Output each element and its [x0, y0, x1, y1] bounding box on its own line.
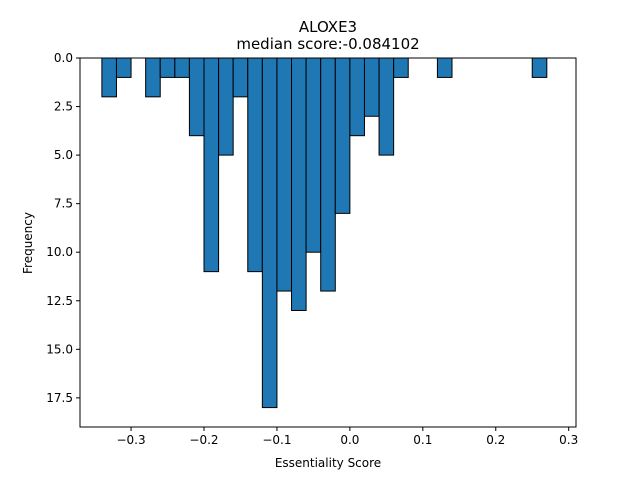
y-tick-label: 17.5 [46, 391, 73, 405]
y-tick-label: 0.0 [54, 51, 73, 65]
histogram-bar [248, 58, 263, 272]
histogram-bar [364, 58, 379, 116]
x-tick-label: 0.2 [486, 433, 505, 447]
chart-subtitle: median score:-0.084102 [236, 35, 419, 53]
x-tick-label: 0.0 [340, 433, 359, 447]
histogram-bar [175, 58, 190, 77]
y-axis-label: Frequency [21, 212, 35, 274]
histogram-bar [306, 58, 321, 252]
histogram-bar [350, 58, 365, 136]
y-tick-label: 12.5 [46, 294, 73, 308]
histogram-bar [437, 58, 452, 77]
histogram-bar [292, 58, 307, 310]
histogram-bar [189, 58, 204, 136]
y-tick-label: 15.0 [46, 342, 73, 356]
histogram-bar [102, 58, 117, 97]
histogram-bar [532, 58, 547, 77]
histogram-bar [204, 58, 219, 272]
x-tick-label: −0.2 [189, 433, 218, 447]
y-tick-label: 2.5 [54, 100, 73, 114]
x-tick-label: −0.1 [262, 433, 291, 447]
histogram-bar [116, 58, 131, 77]
x-tick-label: 0.3 [559, 433, 578, 447]
histogram-bar [335, 58, 350, 213]
y-tick-label: 7.5 [54, 197, 73, 211]
x-axis-label: Essentiality Score [275, 456, 381, 470]
histogram-bar [233, 58, 248, 97]
chart-title: ALOXE3 [299, 18, 357, 36]
histogram-bar [321, 58, 336, 291]
histogram-bar [379, 58, 394, 155]
histogram-bar [160, 58, 175, 77]
histogram-bar [277, 58, 292, 291]
x-tick-label: −0.3 [116, 433, 145, 447]
y-tick-label: 5.0 [54, 148, 73, 162]
histogram-bar [262, 58, 277, 408]
histogram-bar [146, 58, 161, 97]
y-tick-label: 10.0 [46, 245, 73, 259]
histogram-bar [394, 58, 409, 77]
histogram-bar [219, 58, 234, 155]
x-tick-label: 0.1 [413, 433, 432, 447]
